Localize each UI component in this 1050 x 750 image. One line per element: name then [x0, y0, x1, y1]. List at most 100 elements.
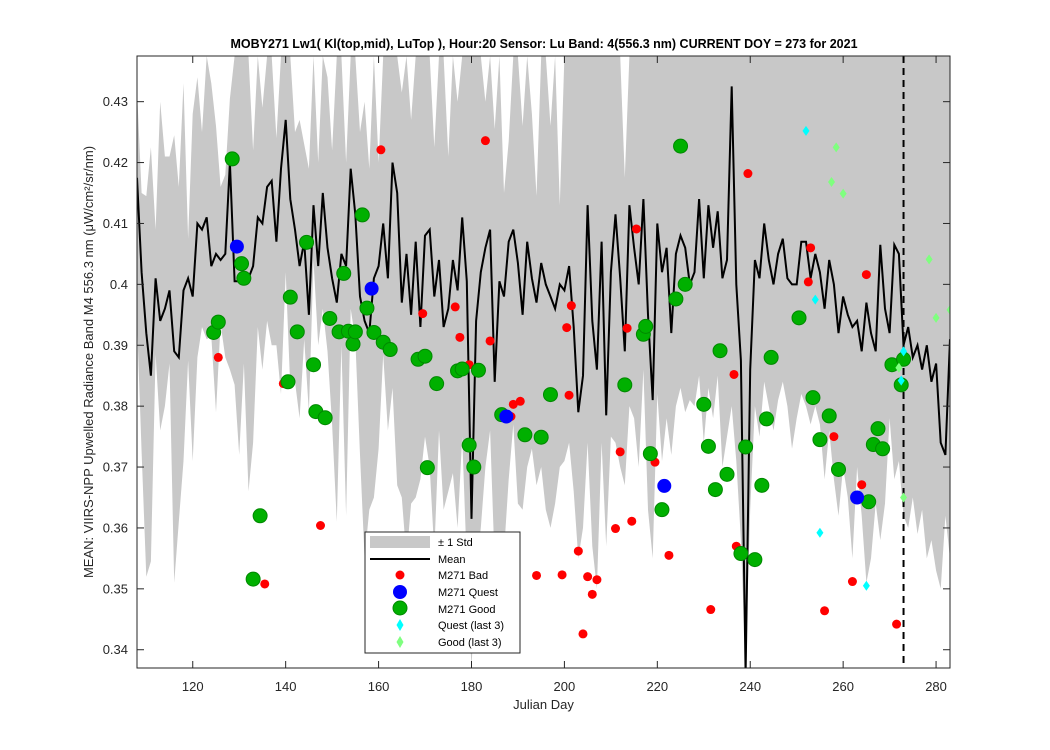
y-tick-label: 0.38 [103, 399, 128, 414]
good-point [382, 342, 398, 358]
good-point [791, 310, 807, 326]
good-point [419, 460, 435, 476]
good-point [821, 408, 837, 424]
good-point [533, 429, 549, 445]
quest-last3-point [897, 375, 905, 386]
good-point [470, 362, 486, 378]
std-band [137, 56, 950, 668]
x-axis: 120 140 160 180 200 220 240 260 280 [182, 56, 947, 694]
good-last3-point [895, 362, 903, 373]
bad-point [829, 432, 839, 442]
bad-point [532, 570, 542, 580]
good-point [336, 265, 352, 281]
good-last3-point [932, 312, 940, 323]
good-point [754, 477, 770, 493]
bad-point [706, 605, 716, 615]
good-last3-point [946, 304, 950, 315]
good-point [306, 357, 322, 373]
bad-point [664, 550, 674, 560]
bad-point [631, 224, 641, 234]
legend-mean-label: Mean [438, 554, 466, 566]
good-last3-point [832, 142, 840, 153]
good-point [700, 438, 716, 454]
good-point [696, 396, 712, 412]
quest-last3-point [802, 125, 810, 136]
good-last3-points [828, 142, 950, 503]
x-axis-label: Julian Day [513, 697, 574, 712]
quest-last3-points [802, 125, 908, 591]
legend-box [364, 531, 521, 654]
legend-quest-last3-marker [396, 619, 404, 631]
good-point [805, 390, 821, 406]
legend: ± 1 Std Mean M271 Bad M271 Quest M271 Go… [364, 531, 521, 654]
bad-point [578, 629, 588, 639]
legend-bad-label: M271 Bad [438, 570, 488, 582]
bad-point [566, 301, 576, 311]
bad-point [557, 570, 567, 580]
good-point [224, 151, 240, 167]
quest-point [229, 239, 244, 254]
bad-point [573, 546, 583, 556]
good-point [345, 336, 361, 352]
good-point [366, 324, 382, 340]
good-point [280, 374, 296, 390]
good-point [454, 361, 470, 377]
legend-std-swatch [370, 536, 430, 548]
good-point [758, 411, 774, 427]
good-point [417, 348, 433, 364]
y-tick-label: 0.4 [110, 277, 128, 292]
bad-point [485, 336, 495, 346]
bad-point [627, 516, 637, 526]
good-point [542, 387, 558, 403]
x-tick-label: 220 [646, 679, 668, 694]
good-point [733, 546, 749, 562]
bad-point [803, 277, 813, 287]
y-axis: 0.34 0.35 0.36 0.37 0.38 0.39 0.4 0.41 0.42 0.43 [103, 94, 950, 657]
bad-point [418, 309, 428, 319]
good-point [289, 324, 305, 340]
quest-points [229, 239, 865, 505]
good-last3-point [925, 254, 933, 265]
bad-point [743, 169, 753, 179]
bad-point [592, 575, 602, 585]
good-point [359, 300, 375, 316]
y-tick-label: 0.43 [103, 94, 128, 109]
good-points [206, 138, 912, 587]
x-tick-label: 120 [182, 679, 204, 694]
bad-point [857, 480, 867, 490]
y-tick-label: 0.42 [103, 155, 128, 170]
quest-last3-point [900, 346, 908, 357]
bad-point [615, 447, 625, 457]
good-point [317, 410, 333, 426]
bad-point [564, 390, 574, 400]
good-point [870, 421, 886, 437]
legend-good-marker [392, 600, 408, 616]
bad-point [847, 577, 857, 587]
y-tick-label: 0.37 [103, 460, 128, 475]
good-point [245, 571, 261, 587]
good-point [517, 427, 533, 443]
legend-quest-label: M271 Quest [438, 587, 498, 599]
legend-good-last3-label: Good (last 3) [438, 637, 502, 649]
y-tick-label: 0.36 [103, 520, 128, 535]
good-point [707, 482, 723, 498]
good-point [461, 437, 477, 453]
bad-point [480, 136, 490, 146]
legend-good-label: M271 Good [438, 604, 495, 616]
good-point [668, 291, 684, 307]
x-tick-label: 280 [925, 679, 947, 694]
bad-point [820, 606, 830, 616]
good-point [322, 310, 338, 326]
quest-point [850, 490, 865, 505]
bad-point [622, 323, 632, 333]
good-last3-point [828, 177, 836, 188]
bad-point [316, 521, 326, 531]
legend-bad-marker [395, 570, 405, 580]
bad-point [611, 524, 621, 534]
good-point [299, 234, 315, 250]
good-point [234, 256, 250, 272]
good-last3-point [900, 492, 908, 503]
good-point [677, 276, 693, 292]
good-point [429, 376, 445, 392]
